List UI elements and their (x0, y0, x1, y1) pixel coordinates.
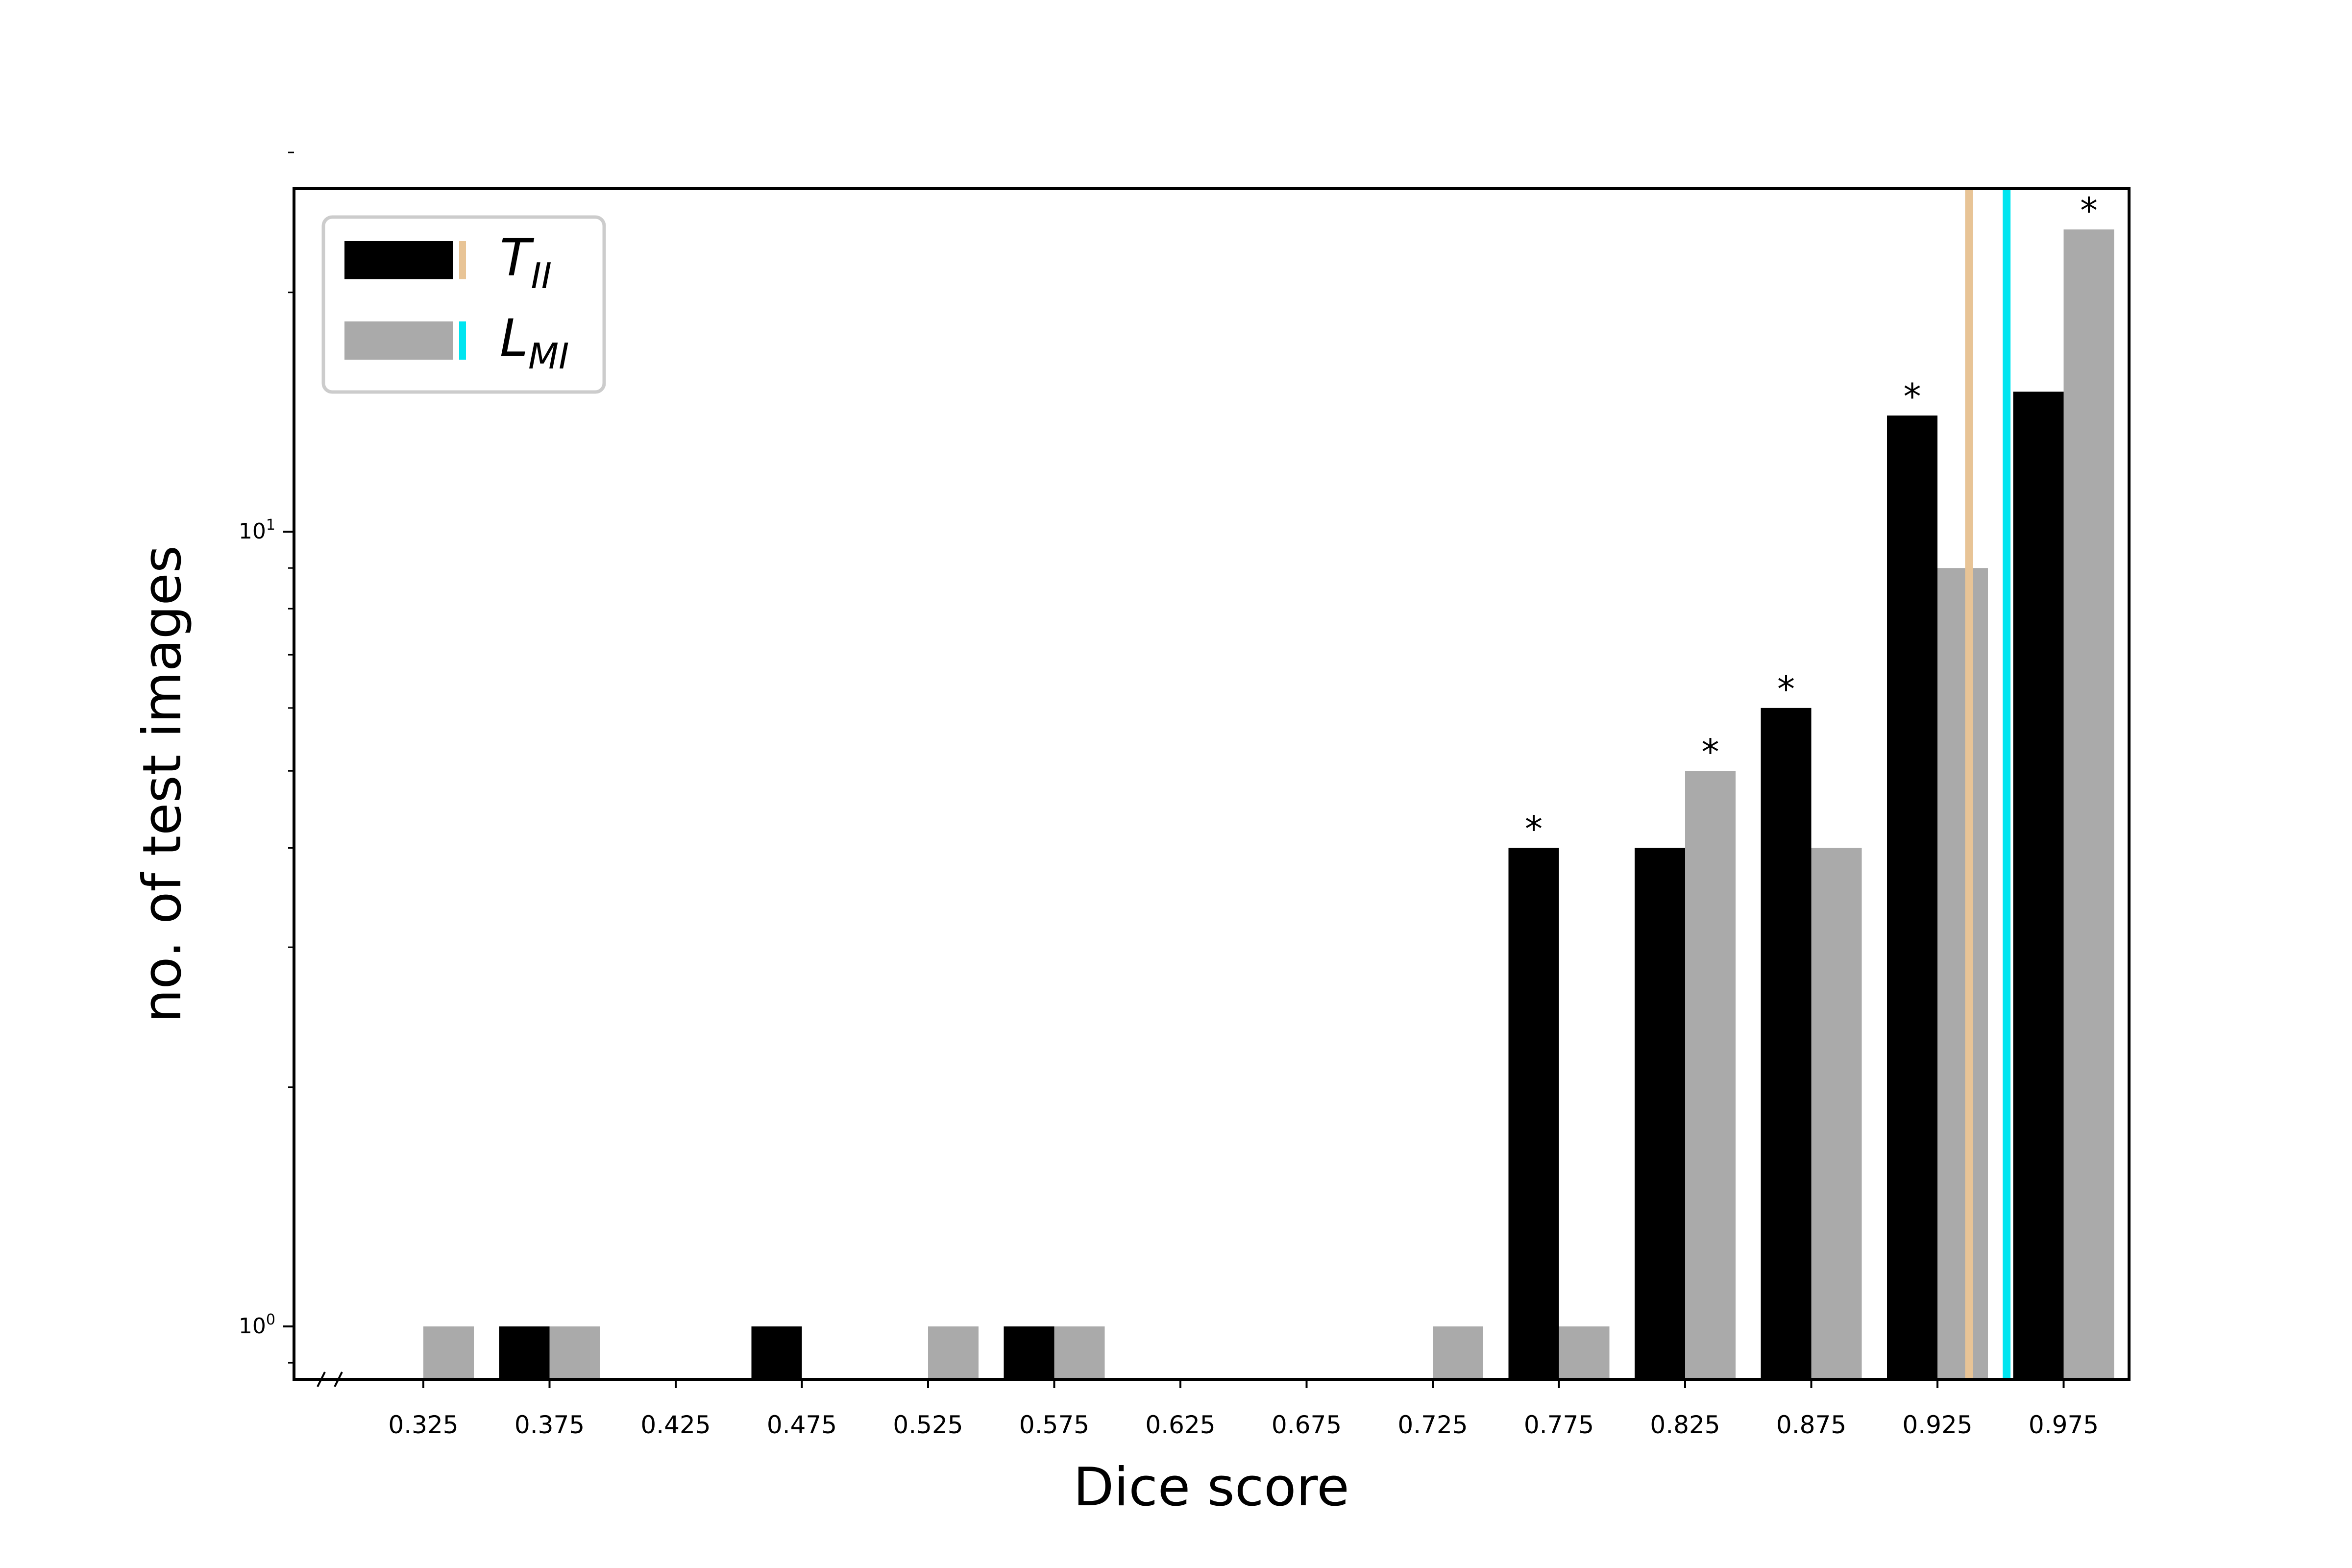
bar-t-0.375 (499, 1326, 550, 1379)
bars-layer (423, 229, 2114, 1379)
x-tick-label: 0.475 (767, 1411, 837, 1439)
significance-star: * (1777, 668, 1795, 710)
x-tick-label: 0.975 (2029, 1411, 2099, 1439)
legend-label-t: TII (500, 228, 552, 296)
x-tick-label: 0.825 (1650, 1411, 1720, 1439)
bar-l-0.325 (423, 1326, 474, 1379)
significance-layer: * * * * * (1525, 190, 2098, 849)
axis-break-mark (334, 1372, 343, 1387)
y-tick-label: 101 (239, 516, 275, 544)
bar-l-0.975 (2063, 229, 2114, 1379)
x-ticks-layer: 0.325 0.375 0.425 0.475 0.525 0.575 0.625 0.675… (388, 1379, 2099, 1439)
x-tick-label: 0.725 (1397, 1411, 1468, 1439)
x-tick-label: 0.925 (1902, 1411, 1972, 1439)
bar-t-0.875 (1761, 708, 1812, 1379)
x-tick-label: 0.625 (1145, 1411, 1215, 1439)
legend-label-l: LMI (500, 308, 569, 377)
bar-l-0.575 (1054, 1326, 1105, 1379)
bar-l-0.775 (1559, 1326, 1610, 1379)
x-tick-label: 0.525 (893, 1411, 963, 1439)
y-tick-label: 100 (239, 1311, 275, 1339)
x-axis-title: Dice score (1073, 1457, 1349, 1518)
bar-l-0.725 (1433, 1326, 1483, 1379)
bar-t-0.925 (1887, 415, 1937, 1379)
x-tick-label: 0.775 (1524, 1411, 1594, 1439)
significance-star: * (1904, 376, 1921, 417)
x-tick-label: 0.425 (640, 1411, 710, 1439)
bar-t-0.775 (1508, 848, 1559, 1379)
legend: TII LMI (321, 215, 606, 394)
bar-t-0.475 (751, 1326, 802, 1379)
x-tick-label: 0.875 (1776, 1411, 1846, 1439)
legend-marker-l (459, 321, 466, 360)
axes-layer (293, 187, 2131, 1387)
axis-break-mark (317, 1372, 326, 1387)
significance-star: * (1702, 731, 1719, 772)
bar-l-0.525 (928, 1326, 979, 1379)
y-ticks-layer: 100 101 (239, 151, 294, 1364)
bar-t-0.575 (1004, 1326, 1054, 1379)
legend-marker-t (459, 241, 466, 279)
mean-markers-layer (1965, 189, 2011, 1379)
legend-swatch-l (344, 321, 453, 360)
x-tick-label: 0.375 (514, 1411, 585, 1439)
bar-t-0.975 (2013, 392, 2064, 1379)
significance-star: * (2080, 190, 2098, 231)
bar-l-0.375 (549, 1326, 600, 1379)
significance-star: * (1525, 808, 1543, 849)
bar-t-0.825 (1635, 848, 1685, 1379)
plot-frame (293, 187, 2131, 1381)
bar-l-0.875 (1811, 848, 1862, 1379)
y-axis-title: no. of test images (132, 545, 193, 1023)
x-tick-label: 0.575 (1019, 1411, 1089, 1439)
bar-l-0.925 (1937, 568, 1988, 1379)
bar-l-0.825 (1685, 771, 1736, 1379)
legend-swatch-t (344, 241, 453, 279)
x-tick-label: 0.675 (1272, 1411, 1342, 1439)
x-tick-label: 0.325 (388, 1411, 458, 1439)
